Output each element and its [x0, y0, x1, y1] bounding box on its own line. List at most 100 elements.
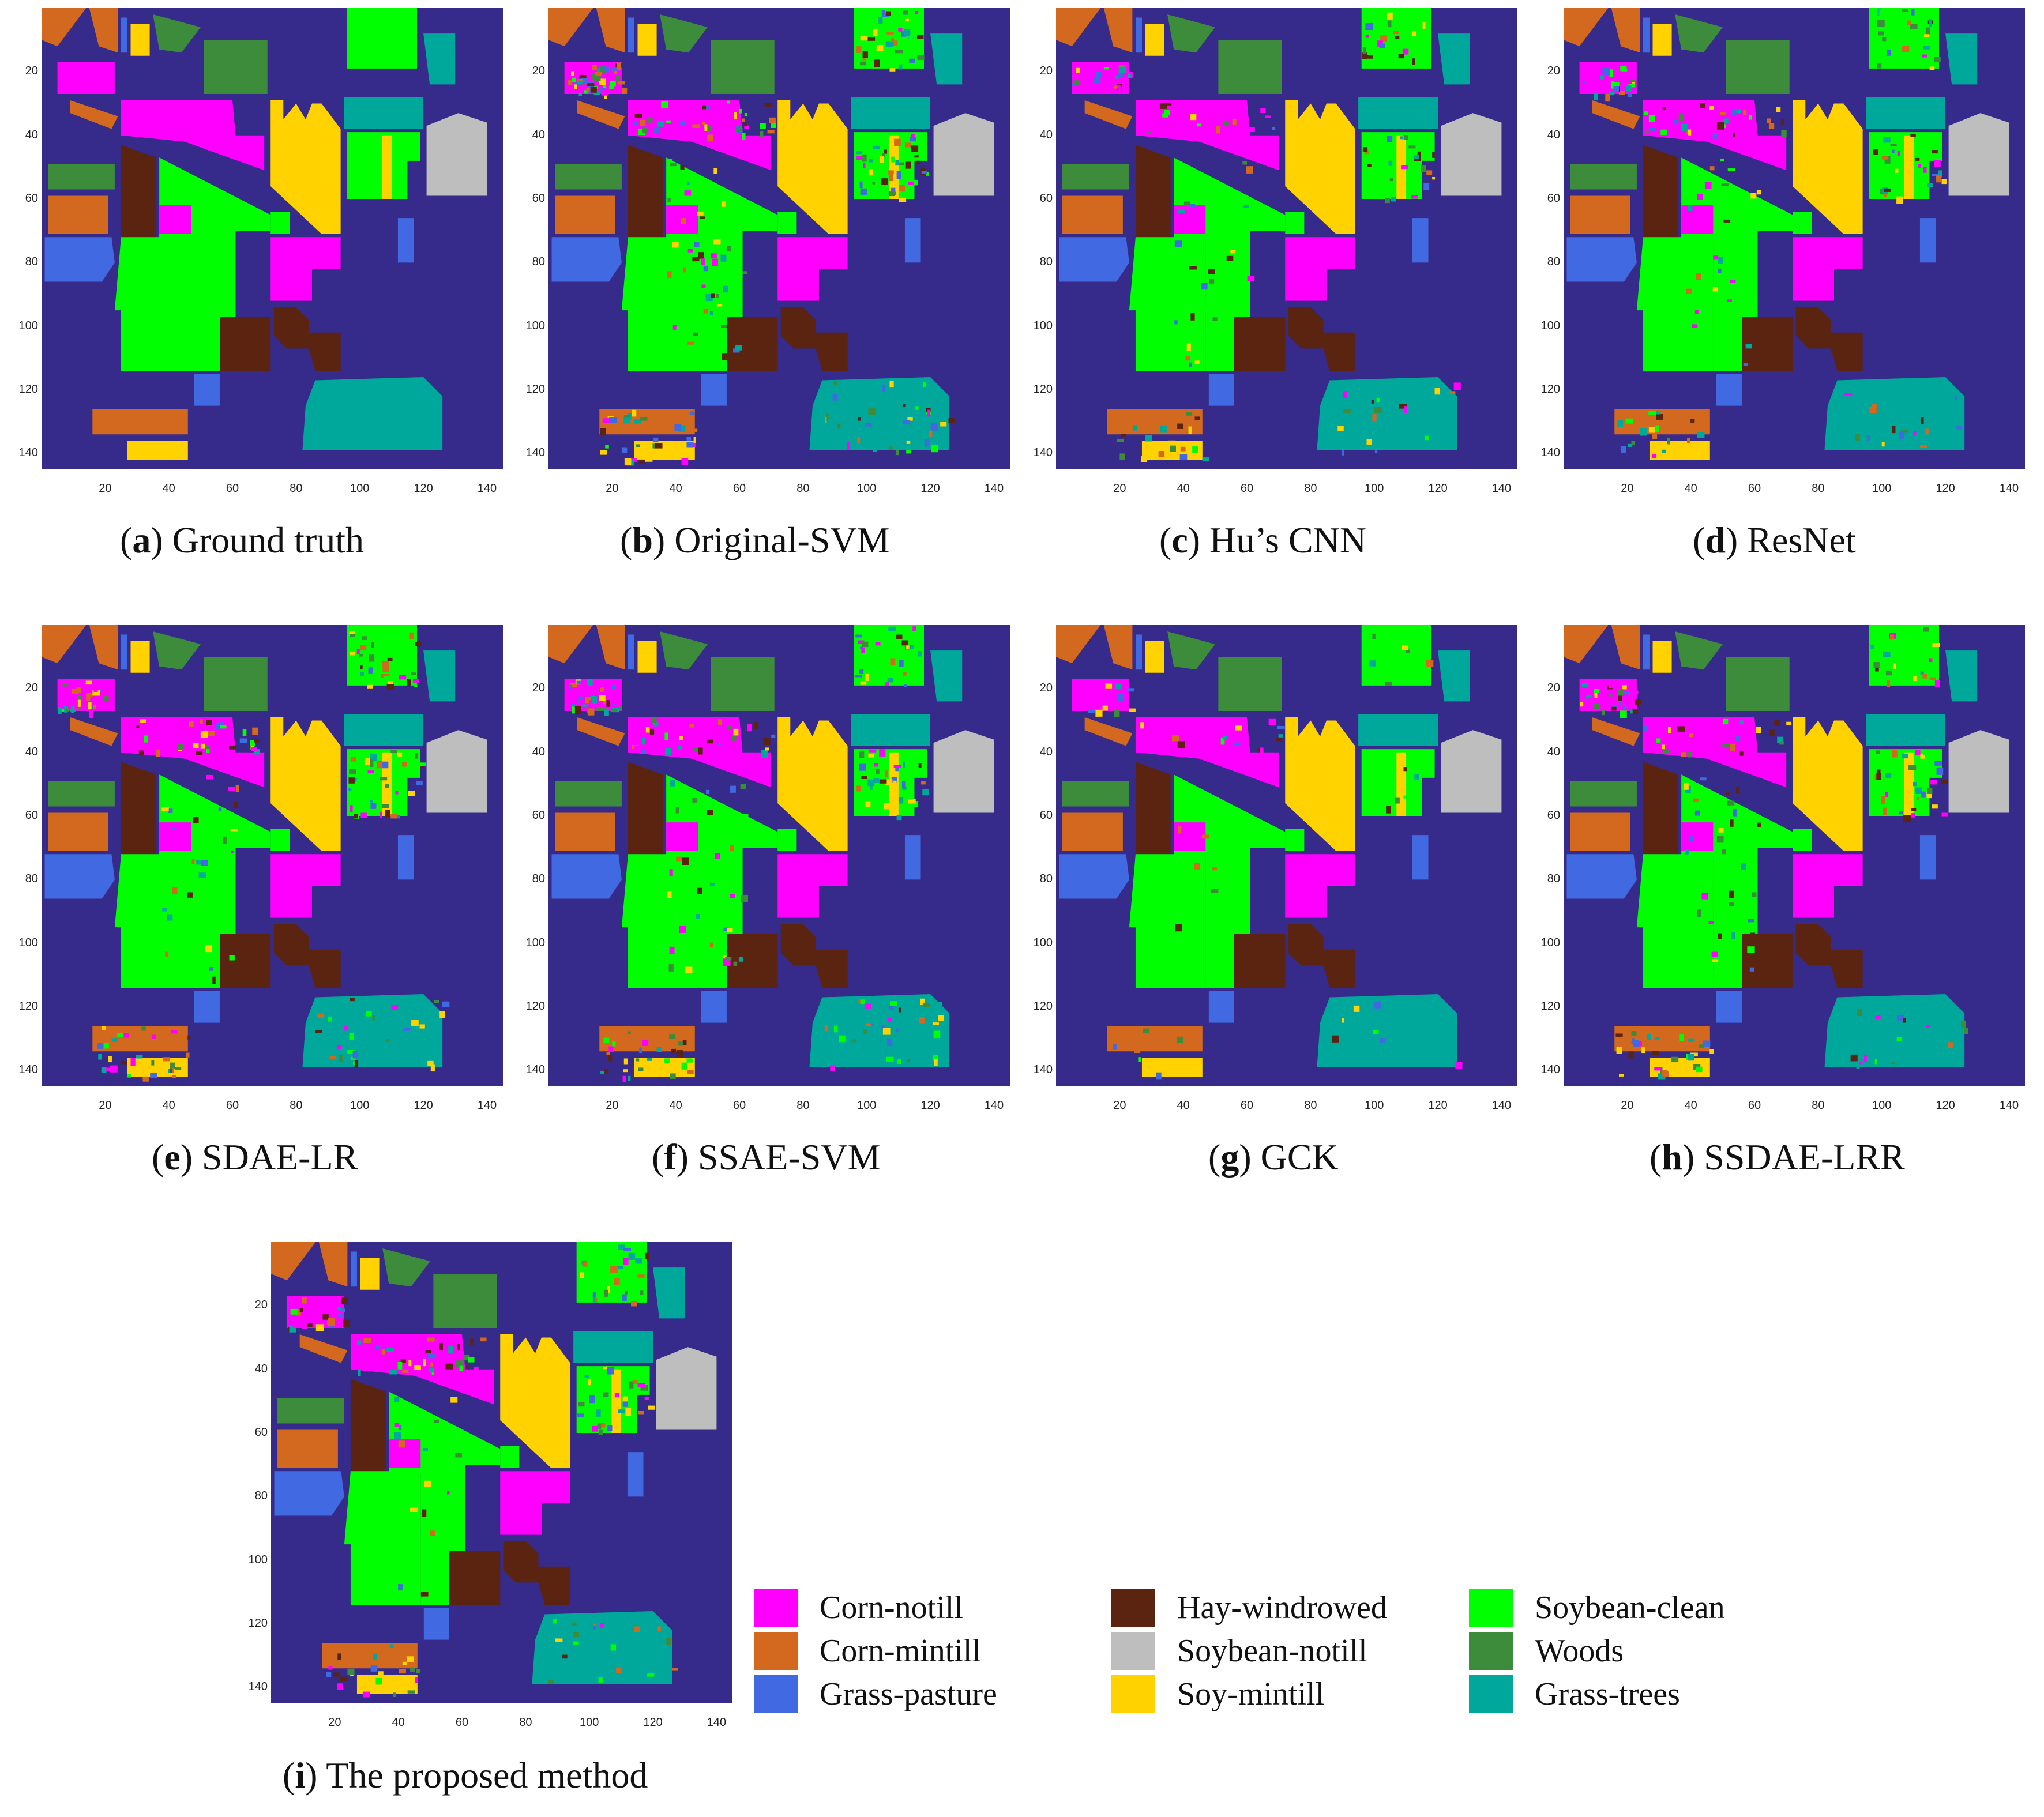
noise-pixel [676, 856, 682, 862]
field-corn-notill [389, 1439, 421, 1468]
noise-pixel [337, 1653, 341, 1660]
noise-pixel [1117, 85, 1122, 92]
noise-pixel [104, 1043, 109, 1049]
noise-pixel [730, 785, 736, 793]
noise-pixel [1413, 155, 1419, 159]
field-woods [153, 631, 201, 670]
noise-pixel [222, 836, 227, 844]
noise-pixel [1844, 393, 1853, 397]
noise-pixel [67, 698, 72, 703]
noise-pixel [913, 152, 918, 156]
noise-pixel [608, 1046, 614, 1052]
y-tick-label: 120 [248, 1617, 268, 1630]
noise-pixel [1746, 134, 1750, 139]
noise-pixel [455, 1360, 463, 1367]
noise-pixel [1920, 671, 1925, 675]
field-woods [1726, 40, 1790, 94]
field-soy-mintill [611, 1369, 621, 1434]
noise-pixel [398, 1440, 405, 1448]
noise-pixel [1856, 1061, 1860, 1069]
noise-pixel [1781, 130, 1787, 137]
panel-letter: e [164, 1137, 181, 1178]
field-corn-mintill [599, 409, 695, 435]
noise-pixel [382, 1349, 385, 1355]
field-woods [1570, 164, 1637, 190]
field-hay-windrowed [1643, 762, 1678, 855]
noise-pixel [457, 1344, 460, 1351]
field-soy-mintill [130, 24, 150, 56]
noise-pixel [1117, 694, 1124, 702]
field-grass-pasture [1643, 17, 1650, 53]
noise-pixel [760, 123, 766, 129]
noise-pixel [1700, 103, 1705, 108]
noise-pixel [397, 752, 403, 757]
y-tick-label: 140 [1033, 446, 1053, 460]
noise-pixel [1640, 428, 1647, 436]
noise-pixel [707, 134, 713, 142]
panel-caption: (g) GCK [1208, 1137, 1339, 1178]
noise-pixel [899, 64, 903, 70]
noise-pixel [1365, 22, 1373, 31]
noise-pixel [1343, 409, 1351, 413]
noise-pixel [861, 647, 865, 653]
noise-pixel [656, 1047, 662, 1052]
noise-pixel [427, 1060, 434, 1066]
noise-pixel [111, 1038, 118, 1042]
noise-pixel [624, 415, 630, 418]
noise-pixel [1145, 435, 1152, 442]
noise-pixel [1658, 1073, 1666, 1080]
noise-pixel [1628, 443, 1633, 447]
noise-pixel [931, 444, 938, 453]
noise-pixel [334, 1307, 337, 1314]
noise-pixel [903, 10, 908, 15]
noise-pixel [351, 668, 358, 672]
noise-pixel [1879, 9, 1885, 16]
noise-pixel [1881, 796, 1885, 804]
noise-pixel [360, 812, 367, 818]
legend-label: Soybean-clean [1535, 1590, 1725, 1626]
y-tick-label: 20 [254, 1299, 268, 1312]
noise-pixel [1756, 190, 1761, 195]
noise-pixel [618, 1266, 623, 1269]
noise-pixel [925, 439, 930, 447]
noise-pixel [343, 1319, 350, 1327]
panel-caption: (d) ResNet [1693, 520, 1856, 560]
noise-pixel [1374, 1002, 1381, 1009]
field-grass-trees [851, 97, 931, 129]
noise-pixel [348, 777, 355, 784]
noise-pixel [586, 87, 590, 93]
noise-pixel [895, 187, 903, 192]
noise-pixel [1730, 743, 1735, 751]
noise-pixel [678, 745, 682, 750]
x-tick-label: 80 [796, 1099, 810, 1112]
noise-pixel [1249, 127, 1255, 133]
noise-pixel [1362, 52, 1367, 59]
noise-pixel [857, 437, 861, 444]
noise-pixel [1611, 706, 1617, 711]
noise-pixel [696, 913, 700, 919]
noise-pixel [1722, 849, 1726, 855]
noise-pixel [873, 445, 877, 452]
noise-pixel [1395, 36, 1400, 40]
noise-pixel [932, 1022, 939, 1026]
x-tick-label: 120 [1428, 1099, 1448, 1112]
noise-pixel [860, 681, 867, 685]
x-tick-label: 60 [455, 1716, 469, 1729]
noise-pixel [1244, 338, 1252, 344]
x-tick-label: 120 [920, 482, 940, 495]
noise-pixel [1450, 391, 1456, 394]
noise-pixel [908, 182, 915, 185]
noise-pixel [1631, 1038, 1635, 1044]
noise-pixel [1372, 633, 1376, 639]
noise-pixel [254, 738, 260, 743]
noise-pixel [604, 66, 610, 73]
field-hay-windrowed [780, 924, 848, 988]
noise-pixel [587, 679, 593, 686]
noise-pixel [680, 165, 685, 170]
noise-pixel [1175, 924, 1182, 932]
noise-pixel [77, 699, 81, 707]
field-woods [1167, 14, 1215, 53]
x-tick-label: 60 [1240, 1099, 1254, 1112]
field-soybean-notill [933, 730, 994, 813]
noise-pixel [358, 1369, 361, 1376]
